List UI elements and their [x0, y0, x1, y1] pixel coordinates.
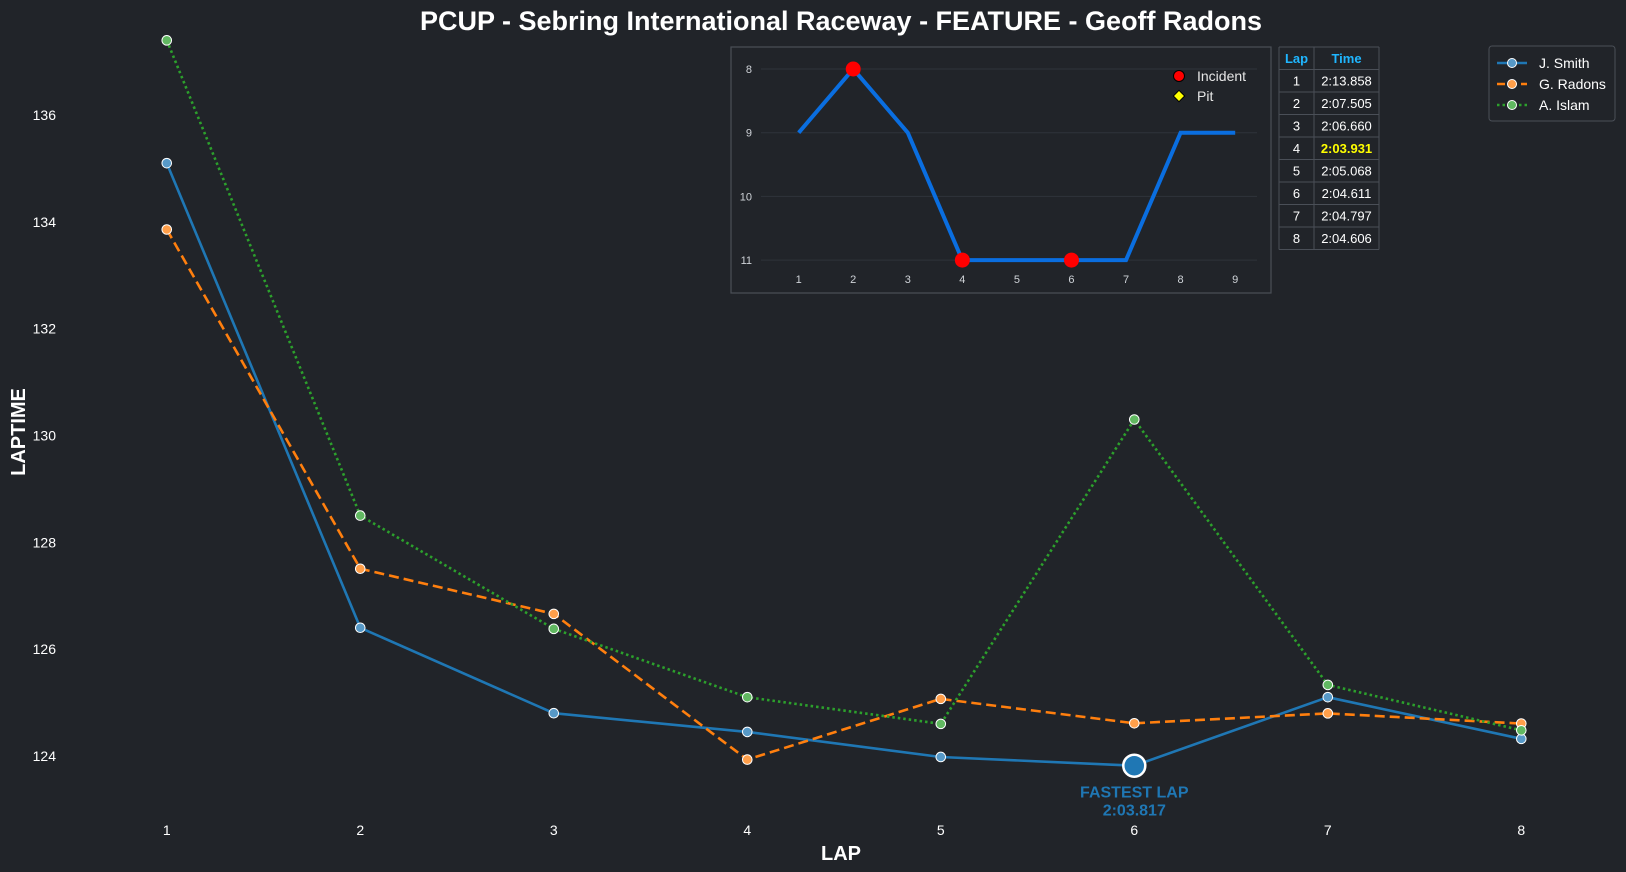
inset-x-tick: 3 — [905, 274, 911, 286]
data-point — [1322, 679, 1334, 691]
table-cell-time: 2:07.505 — [1321, 96, 1372, 111]
inset-y-tick: 10 — [740, 191, 752, 203]
inset-x-tick: 4 — [959, 274, 965, 286]
data-point — [935, 693, 947, 705]
inset-y-tick: 11 — [741, 255, 752, 267]
inset-y-tick: 8 — [746, 64, 752, 76]
table-cell-lap: 4 — [1293, 141, 1300, 156]
table-cell-time: 2:04.606 — [1321, 231, 1372, 246]
inset-x-tick: 5 — [1014, 274, 1020, 286]
data-point — [1515, 724, 1527, 736]
fastest-lap-time: 2:03.817 — [1103, 803, 1166, 820]
x-tick-label: 4 — [743, 822, 751, 838]
x-tick-label: 8 — [1517, 822, 1525, 838]
data-point — [935, 751, 947, 763]
y-tick-label: 136 — [33, 107, 57, 123]
fastest-lap-label: FASTEST LAP — [1080, 785, 1189, 802]
y-tick-label: 126 — [33, 641, 57, 657]
incident-marker — [954, 252, 970, 268]
table-cell-lap: 5 — [1293, 164, 1300, 179]
table-cell-time: 2:05.068 — [1321, 164, 1372, 179]
y-tick-label: 124 — [33, 748, 57, 764]
incident-legend-icon — [1173, 70, 1185, 82]
inset-frame — [730, 46, 1272, 294]
series-legend: J. Smith G. Radons A. Islam — [1488, 45, 1616, 122]
table-header-time: Time — [1331, 51, 1361, 66]
data-point — [161, 157, 173, 169]
x-axis-label: LAP — [821, 843, 861, 865]
data-point — [1128, 414, 1140, 425]
legend-label: G. Radons — [1539, 76, 1606, 92]
pit-legend-icon — [1172, 89, 1186, 103]
table-cell-lap: 1 — [1293, 74, 1300, 89]
data-point — [1322, 708, 1334, 719]
table-cell-lap: 6 — [1293, 186, 1300, 201]
x-tick-label: 7 — [1324, 822, 1332, 838]
incident-legend-label: Incident — [1197, 68, 1246, 84]
y-tick-label: 128 — [33, 534, 57, 550]
table-cell-time: 2:04.611 — [1322, 186, 1372, 201]
data-point — [548, 707, 560, 719]
data-point — [354, 622, 366, 634]
y-tick-label: 132 — [33, 321, 57, 337]
table-cell-time: 2:04.797 — [1321, 209, 1372, 224]
inset-x-tick: 7 — [1123, 274, 1129, 286]
data-point — [1322, 691, 1334, 703]
x-tick-label: 2 — [356, 822, 364, 838]
data-point — [935, 718, 947, 730]
table-cell-time: 2:03.931 — [1321, 141, 1372, 156]
pit-legend-label: Pit — [1197, 88, 1213, 104]
inset-x-tick: 2 — [850, 274, 856, 286]
lap-time-table: Lap Time 1 2:13.858 2 2:07.505 3 2:06.660 4 2:03.… — [1278, 46, 1380, 250]
y-axis-label: LAPTIME — [8, 388, 30, 476]
x-tick-label: 1 — [163, 822, 171, 838]
data-point — [741, 726, 753, 738]
series-line-2 — [165, 39, 1522, 732]
inset-x-tick: 8 — [1178, 274, 1184, 286]
data-point — [354, 510, 366, 521]
data-point — [1128, 717, 1140, 729]
legend-label: J. Smith — [1539, 55, 1590, 71]
incident-marker — [845, 61, 861, 77]
incident-marker — [1063, 252, 1079, 268]
y-tick-label: 134 — [33, 214, 57, 230]
inset-y-tick: 9 — [746, 128, 752, 140]
data-point — [741, 754, 753, 765]
table-cell-time: 2:13.858 — [1321, 74, 1372, 89]
x-tick-label: 5 — [937, 822, 945, 838]
series-line-0 — [165, 162, 1522, 768]
data-point — [548, 623, 560, 635]
inset-x-tick: 1 — [796, 274, 802, 286]
data-point — [548, 608, 560, 620]
legend-marker — [1507, 79, 1517, 89]
data-point — [161, 224, 173, 235]
data-point — [741, 691, 753, 703]
x-tick-label: 6 — [1130, 822, 1138, 838]
x-tick-label: 3 — [550, 822, 558, 838]
legend-marker — [1507, 58, 1517, 68]
position-line — [797, 65, 1236, 263]
inset-x-tick: 6 — [1068, 274, 1074, 286]
table-cell-time: 2:06.660 — [1321, 119, 1372, 134]
table-header-lap: Lap — [1285, 51, 1308, 66]
table-cell-lap: 2 — [1293, 96, 1300, 111]
table-cell-lap: 8 — [1293, 231, 1300, 246]
data-point — [354, 563, 366, 575]
legend-label: A. Islam — [1539, 97, 1590, 113]
chart-title: PCUP - Sebring International Raceway - F… — [420, 6, 1262, 36]
series-line-1 — [165, 228, 1522, 761]
data-point — [161, 35, 173, 46]
table-cell-lap: 3 — [1293, 119, 1300, 134]
legend-box — [1488, 45, 1616, 122]
legend-marker — [1507, 100, 1517, 110]
y-tick-label: 130 — [33, 428, 57, 444]
table-cell-lap: 7 — [1293, 209, 1300, 224]
fastest-lap-marker — [1122, 753, 1147, 778]
inset-x-tick: 9 — [1232, 274, 1238, 286]
